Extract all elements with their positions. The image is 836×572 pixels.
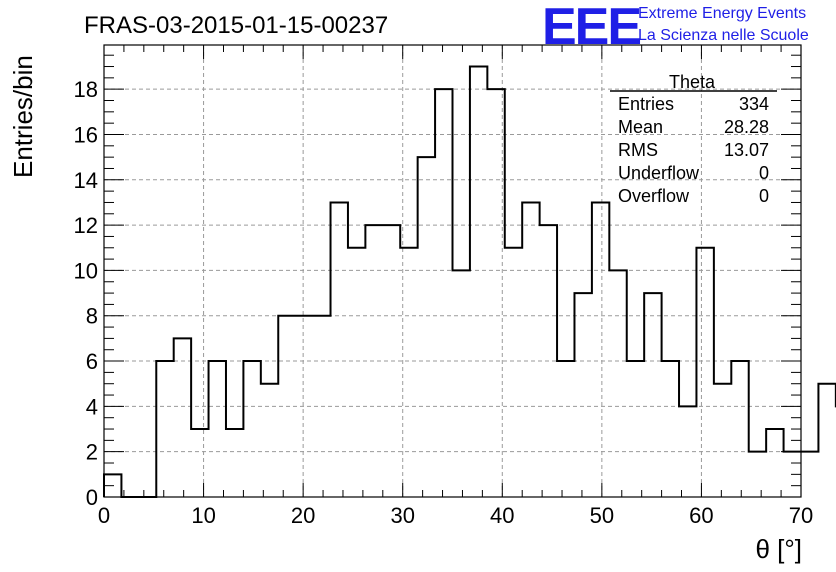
histogram-bin	[104, 474, 121, 497]
eee-logo: EEE Extreme Energy Events La Scienza nel…	[542, 0, 809, 56]
histogram-outline	[103, 65, 836, 498]
histogram-bin	[156, 361, 173, 497]
eee-logo-mark: EEE	[542, 0, 640, 56]
histogram-bin	[243, 361, 260, 497]
histogram-bin	[766, 429, 783, 497]
x-tick-label: 10	[191, 503, 215, 528]
histogram-bin	[174, 338, 191, 497]
stats-box: Theta Entries 334 Mean 28.28 RMS 13.07 Underfl…	[610, 72, 777, 206]
x-tick-label: 30	[390, 503, 414, 528]
histogram-bin	[313, 316, 330, 497]
histogram-bin	[784, 452, 801, 497]
stats-row-label: Mean	[618, 117, 663, 137]
histogram-bin	[435, 89, 452, 497]
plot-frame	[103, 44, 802, 498]
y-tick-label: 0	[86, 485, 98, 510]
x-tick-label: 70	[789, 503, 813, 528]
histogram-bin	[540, 225, 557, 497]
histogram-bin	[574, 293, 591, 497]
y-tick-labels: 0 2 4 6 8 10 12 14 16 18	[74, 77, 98, 510]
histogram-bin	[592, 202, 609, 497]
histogram-bin	[418, 157, 435, 497]
histogram-bin	[470, 67, 487, 497]
histogram-bin	[348, 248, 365, 497]
x-tick-labels: 0 10 20 30 40 50 60 70	[98, 503, 813, 528]
histogram-bin	[696, 248, 713, 497]
stats-row-label: Overflow	[618, 186, 690, 206]
histogram-bin	[365, 225, 382, 497]
grid-lines	[104, 45, 801, 497]
y-tick-label: 10	[74, 258, 98, 283]
x-axis-title: θ [°]	[755, 534, 802, 564]
histogram-bin	[749, 452, 766, 497]
stats-row-value: 334	[739, 94, 769, 114]
histogram-bin	[400, 248, 417, 497]
histogram-bin	[383, 225, 400, 497]
stats-box-rows: Entries 334 Mean 28.28 RMS 13.07 Underflow 0 Ove…	[618, 94, 769, 206]
x-tick-label: 50	[590, 503, 614, 528]
stats-row-value: 13.07	[724, 140, 769, 160]
y-tick-label: 12	[74, 213, 98, 238]
histogram-bin	[191, 429, 208, 497]
histogram-bin	[644, 293, 661, 497]
axis-ticks	[103, 45, 802, 498]
histogram-bin	[662, 361, 679, 497]
histogram-bin	[261, 384, 278, 497]
y-tick-label: 4	[86, 394, 98, 419]
y-tick-label: 2	[86, 440, 98, 465]
histogram-bin	[679, 406, 696, 497]
histogram-bin	[296, 316, 313, 497]
y-tick-label: 18	[74, 77, 98, 102]
y-axis-title: Entries/bin	[8, 55, 38, 178]
histogram-bin	[609, 270, 626, 497]
histogram-bin	[209, 361, 226, 497]
histogram-bin	[226, 429, 243, 497]
x-tick-label: 40	[490, 503, 514, 528]
x-tick-label: 60	[689, 503, 713, 528]
histogram-bin	[331, 202, 348, 497]
stats-box-name: Theta	[669, 72, 716, 92]
histogram-bin	[801, 452, 818, 497]
y-tick-label: 8	[86, 304, 98, 329]
histogram-bin	[487, 89, 504, 497]
chart-title: FRAS-03-2015-01-15-00237	[84, 12, 388, 39]
stats-row-value: 28.28	[724, 117, 769, 137]
histogram-bin	[522, 202, 539, 497]
stats-row-value: 0	[759, 186, 769, 206]
histogram-bin	[278, 316, 295, 497]
histogram-bin	[557, 361, 574, 497]
histogram-bin	[714, 384, 731, 497]
x-tick-label: 0	[98, 503, 110, 528]
y-tick-label: 16	[74, 122, 98, 147]
histogram-bin	[818, 384, 835, 497]
stats-row-label: Underflow	[618, 163, 700, 183]
histogram-bin	[731, 361, 748, 497]
stats-row-label: Entries	[618, 94, 674, 114]
eee-logo-line2: La Scienza nelle Scuole	[638, 27, 809, 44]
y-tick-label: 14	[74, 168, 98, 193]
histogram-bin	[505, 248, 522, 497]
stats-row-value: 0	[759, 163, 769, 183]
histogram-bin	[627, 361, 644, 497]
x-tick-label: 20	[291, 503, 315, 528]
histogram-bin	[453, 270, 470, 497]
y-tick-label: 6	[86, 349, 98, 374]
stats-row-label: RMS	[618, 140, 658, 160]
eee-logo-line1: Extreme Energy Events	[638, 5, 806, 22]
